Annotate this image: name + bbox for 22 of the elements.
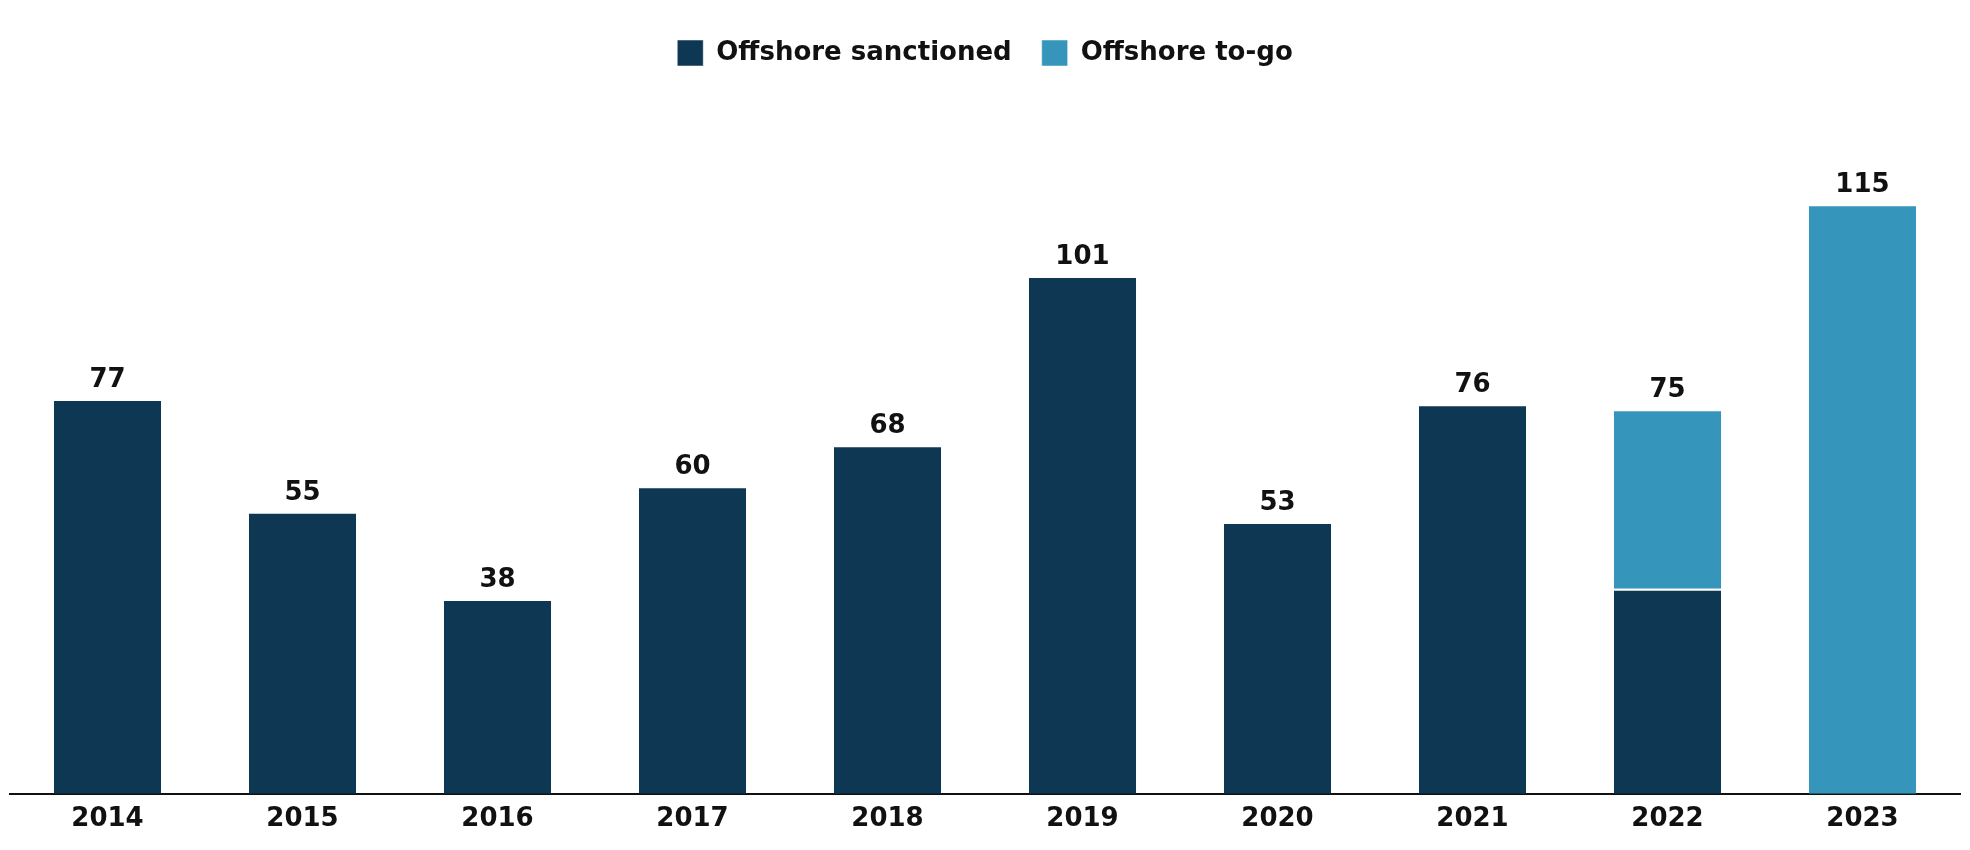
data-label: 38 (479, 562, 516, 593)
data-label: 60 (674, 449, 711, 480)
data-label: 115 (1835, 167, 1890, 198)
x-tick-label: 2018 (851, 802, 924, 833)
data-label: 101 (1055, 239, 1110, 270)
x-tick-label: 2017 (656, 802, 729, 833)
x-tick-label: 2016 (461, 802, 534, 833)
data-label: 68 (869, 408, 906, 439)
data-label: 76 (1454, 367, 1491, 398)
data-label: 77 (89, 362, 126, 393)
x-tick-label: 2014 (71, 802, 144, 833)
x-tick-label: 2020 (1241, 802, 1314, 833)
x-tick-label: 2022 (1631, 802, 1704, 833)
x-tick-label: 2021 (1436, 802, 1509, 833)
legend-label: Offshore sanctioned (716, 35, 1012, 66)
total-label: 75 (1649, 373, 1686, 404)
x-tick-label: 2023 (1826, 802, 1899, 833)
legend-label: Offshore to-go (1080, 35, 1293, 66)
x-tick-label: 2019 (1046, 802, 1119, 833)
data-label: 53 (1259, 485, 1296, 516)
data-label: 55 (284, 475, 321, 506)
x-tick-label: 2015 (266, 802, 339, 833)
